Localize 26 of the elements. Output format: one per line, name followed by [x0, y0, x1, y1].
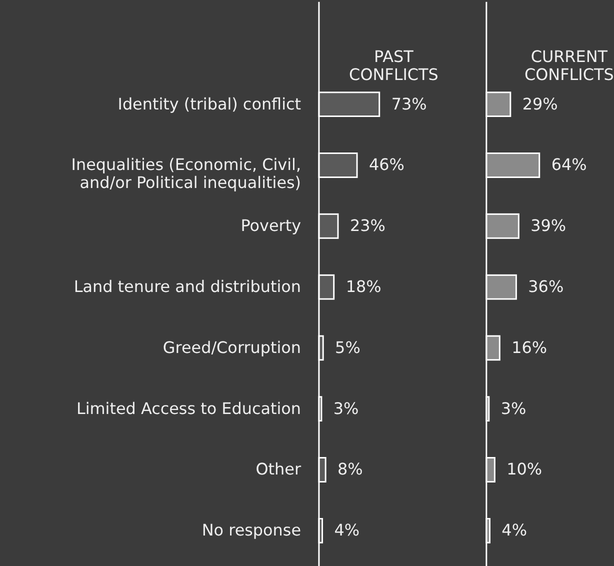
- y-tick-label: Inequalities (Economic, Civil, and/or Political inequalities): [71, 155, 302, 192]
- y-tick-label: Limited Access to Education: [76, 398, 302, 418]
- data-label: 46%: [368, 155, 404, 174]
- y-tick-label: Land tenure and distribution: [74, 277, 302, 296]
- data-label: 8%: [338, 460, 363, 479]
- data-label: 23%: [350, 216, 386, 236]
- data-label: 4%: [334, 520, 360, 540]
- y-tick-label: Identity (tribal) conflict: [118, 94, 302, 114]
- data-label: 73%: [391, 94, 427, 114]
- y-tick-label: Other: [256, 460, 302, 479]
- data-label: 29%: [522, 94, 558, 114]
- data-label: 16%: [512, 338, 548, 357]
- y-tick-label: Greed/Corruption: [162, 338, 302, 357]
- data-label: 3%: [500, 398, 526, 418]
- series-label: CURRENT CONFLICTS: [524, 46, 614, 84]
- data-label: 18%: [346, 277, 382, 296]
- data-label: 36%: [528, 277, 564, 296]
- data-label: 10%: [506, 460, 542, 479]
- data-label: 4%: [502, 520, 527, 540]
- y-tick-label: No response: [202, 520, 302, 540]
- data-label: 5%: [335, 338, 360, 357]
- data-label: 3%: [333, 398, 359, 418]
- data-label: 39%: [530, 216, 566, 236]
- data-label: 64%: [551, 155, 587, 174]
- y-tick-label: Poverty: [240, 216, 302, 236]
- series-label: PAST CONFLICTS: [349, 46, 438, 84]
